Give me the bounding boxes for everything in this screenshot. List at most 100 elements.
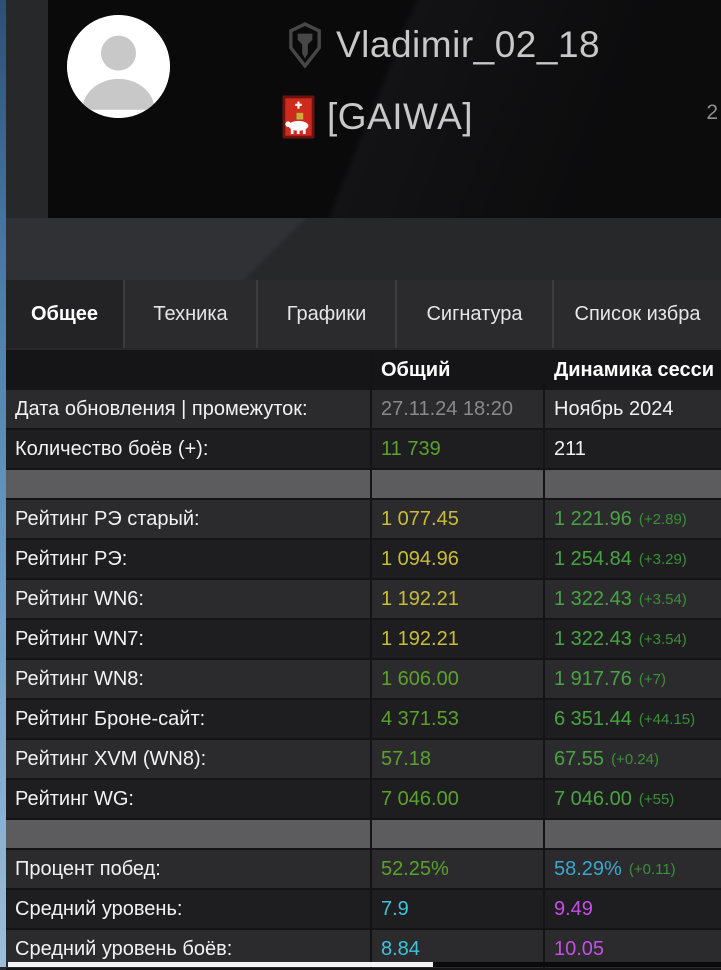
overall-value: 1 192.21 bbox=[381, 627, 459, 650]
session-cell: 1 221.96 (+2.89) bbox=[545, 500, 721, 538]
session-delta: (+2.89) bbox=[638, 510, 687, 528]
overall-cell: 4 371.53 bbox=[372, 700, 545, 738]
table-row: Рейтинг WG: 7 046.00 7 046.00 (+55) bbox=[6, 780, 721, 820]
bottom-edge-light-strip bbox=[8, 962, 433, 967]
table-row: Количество боёв (+): 11 739 211 bbox=[6, 430, 721, 470]
table-row: Рейтинг РЭ старый: 1 077.45 1 221.96 (+2.89… bbox=[6, 500, 721, 540]
table-body: Дата обновления | промежуток: 27.11.24 18… bbox=[6, 390, 721, 970]
overall-cell: 1 192.21 bbox=[372, 620, 545, 658]
session-value: 1 322.43 bbox=[554, 627, 632, 650]
session-value: 6 351.44 bbox=[554, 707, 632, 730]
session-value: 7 046.00 bbox=[554, 787, 632, 810]
background-diagonal bbox=[6, 218, 721, 280]
spacer-cell bbox=[545, 470, 721, 498]
overall-cell: 7.9 bbox=[372, 890, 545, 928]
clan-tag[interactable]: [GAIWA] bbox=[327, 96, 474, 137]
overall-cell: 8.84 bbox=[372, 930, 545, 968]
overall-cell: 1 094.96 bbox=[372, 540, 545, 578]
bottom-edge-dark-strip bbox=[433, 962, 721, 967]
session-cell: 9.49 bbox=[545, 890, 721, 928]
session-cell: 1 322.43 (+3.54) bbox=[545, 580, 721, 618]
session-cell: 10.05 bbox=[545, 930, 721, 968]
row-label: Рейтинг РЭ старый: bbox=[6, 500, 372, 538]
row-label: Рейтинг WN7: bbox=[6, 620, 372, 658]
wot-logo-icon bbox=[289, 22, 321, 68]
spacer-cell bbox=[6, 470, 372, 498]
avatar bbox=[67, 15, 170, 118]
tab-bar: Общее Техника Графики Сигнатура Список избра bbox=[6, 280, 721, 348]
overall-cell: 7 046.00 bbox=[372, 780, 545, 818]
header-cell-empty bbox=[6, 350, 372, 390]
overall-value: 57.18 bbox=[381, 747, 432, 770]
session-delta: (+3.54) bbox=[638, 630, 687, 648]
table-row: Процент побед: 52.25% 58.29% (+0.11) bbox=[6, 850, 721, 890]
overall-cell: 11 739 bbox=[372, 430, 545, 468]
table-row: Рейтинг WN7: 1 192.21 1 322.43 (+3.54) bbox=[6, 620, 721, 660]
row-label: Рейтинг WG: bbox=[6, 780, 372, 818]
overall-cell: 52.25% bbox=[372, 850, 545, 888]
session-delta: (+7) bbox=[638, 670, 666, 688]
header-cell-session: Динамика сесси bbox=[554, 358, 715, 381]
tab-5[interactable]: Список избра bbox=[554, 280, 721, 348]
session-value: 1 221.96 bbox=[554, 507, 632, 530]
row-label: Рейтинг WN8: bbox=[6, 660, 372, 698]
tab-1[interactable]: Общее bbox=[6, 280, 123, 348]
row-label: Средний уровень: bbox=[6, 890, 372, 928]
session-value: 1 917.76 bbox=[554, 667, 632, 690]
session-cell: 58.29% (+0.11) bbox=[545, 850, 721, 888]
overall-value: 1 606.00 bbox=[381, 667, 459, 690]
overall-cell: 27.11.24 18:20 bbox=[372, 390, 545, 428]
table-row: Рейтинг XVM (WN8): 57.18 67.55 (+0.24) bbox=[6, 740, 721, 780]
person-silhouette-icon bbox=[67, 15, 170, 118]
session-delta: (+0.24) bbox=[611, 750, 660, 768]
stats-table: Общий Динамика сесси Дата обновления | п… bbox=[6, 350, 721, 970]
session-value: 58.29% bbox=[554, 857, 622, 880]
session-value: 211 bbox=[554, 437, 586, 460]
row-label: Дата обновления | промежуток: bbox=[6, 390, 372, 428]
row-label: Рейтинг РЭ: bbox=[6, 540, 372, 578]
tab-3[interactable]: Графики bbox=[258, 280, 395, 348]
session-value: 10.05 bbox=[554, 937, 605, 960]
player-header: Vladimir_02_18 [GAIWA] 2 bbox=[48, 0, 721, 218]
spacer-cell bbox=[6, 820, 372, 848]
row-label: Рейтинг WN6: bbox=[6, 580, 372, 618]
table-row: Рейтинг Броне-сайт: 4 371.53 6 351.44 (+44.… bbox=[6, 700, 721, 740]
header-cutoff-text: 2 bbox=[706, 101, 718, 124]
session-value: 67.55 bbox=[554, 747, 605, 770]
session-cell: Ноябрь 2024 bbox=[545, 390, 721, 428]
row-label: Количество боёв (+): bbox=[6, 430, 372, 468]
overall-value: 1 094.96 bbox=[381, 547, 459, 570]
clan-row: [GAIWA] bbox=[282, 95, 473, 139]
row-label: Процент побед: bbox=[6, 850, 372, 888]
overall-value: 7 046.00 bbox=[381, 787, 459, 810]
overall-value: 52.25% bbox=[381, 857, 449, 880]
overall-cell: 1 606.00 bbox=[372, 660, 545, 698]
tab-4[interactable]: Сигнатура bbox=[397, 280, 552, 348]
session-delta: (+0.11) bbox=[628, 860, 676, 878]
spacer-cell bbox=[372, 470, 545, 498]
overall-value: 1 077.45 bbox=[381, 507, 459, 530]
session-cell: 1 917.76 (+7) bbox=[545, 660, 721, 698]
table-row: Рейтинг РЭ: 1 094.96 1 254.84 (+3.29) bbox=[6, 540, 721, 580]
session-cell: 211 bbox=[545, 430, 721, 468]
session-value: Ноябрь 2024 bbox=[554, 397, 674, 420]
overall-value: 1 192.21 bbox=[381, 587, 459, 610]
session-delta: (+3.29) bbox=[638, 550, 687, 568]
session-cell: 6 351.44 (+44.15) bbox=[545, 700, 721, 738]
row-label: Рейтинг Броне-сайт: bbox=[6, 700, 372, 738]
session-value: 9.49 bbox=[554, 897, 593, 920]
overall-value: 8.84 bbox=[381, 937, 420, 960]
session-value: 1 322.43 bbox=[554, 587, 632, 610]
player-name-row: Vladimir_02_18 bbox=[288, 22, 600, 68]
tab-2[interactable]: Техника bbox=[125, 280, 256, 348]
spacer-row bbox=[6, 470, 721, 500]
spacer-row bbox=[6, 820, 721, 850]
session-value: 1 254.84 bbox=[554, 547, 632, 570]
session-delta: (+44.15) bbox=[638, 710, 696, 728]
session-delta: (+3.54) bbox=[638, 590, 687, 608]
overall-cell: 57.18 bbox=[372, 740, 545, 778]
table-row: Средний уровень: 7.9 9.49 bbox=[6, 890, 721, 930]
session-cell: 1 254.84 (+3.29) bbox=[545, 540, 721, 578]
spacer-cell bbox=[372, 820, 545, 848]
overall-value: 7.9 bbox=[381, 897, 409, 920]
